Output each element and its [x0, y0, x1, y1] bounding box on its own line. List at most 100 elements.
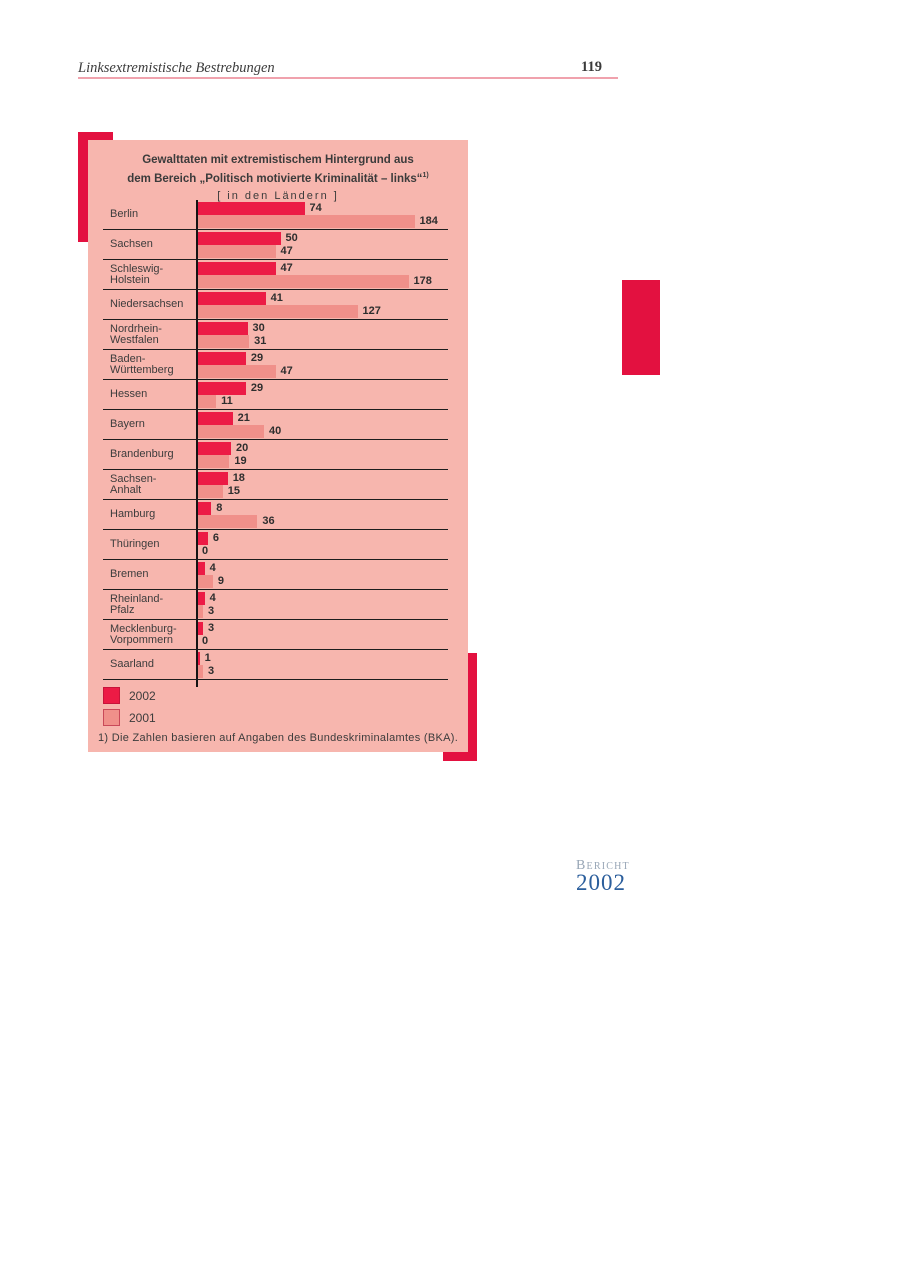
- chart-row: Saarland 1 3: [88, 650, 468, 680]
- bar-2001: [198, 215, 415, 228]
- bar-2001: [198, 335, 250, 348]
- bar-2002: [198, 532, 208, 545]
- row-separator: [103, 498, 448, 500]
- category-label: Sachsen- Anhalt: [110, 472, 157, 496]
- category-label: Hamburg: [110, 508, 156, 521]
- bar-value-2001: 184: [419, 215, 438, 227]
- bar-2001: [198, 605, 203, 618]
- bar-value-2001: 15: [227, 485, 240, 497]
- category-label: Thüringen: [110, 538, 160, 551]
- legend-swatch-2002: [103, 687, 120, 704]
- bar-value-2001: 0: [202, 635, 209, 647]
- chart-row: Nordrhein- Westfalen 30 31: [88, 320, 468, 350]
- bar-value-2002: 6: [212, 532, 220, 544]
- decor-red-sidebar: [622, 280, 660, 375]
- chart-row: Sachsen- Anhalt 18 15: [88, 470, 468, 500]
- chart-row: Sachsen 50 47: [88, 230, 468, 260]
- chart-row: Baden- Württemberg 29 47: [88, 350, 468, 380]
- bar-2002: [198, 202, 305, 215]
- category-label: Brandenburg: [110, 448, 174, 461]
- bar-2002: [198, 622, 203, 635]
- bar-value-2002: 29: [250, 382, 264, 394]
- chart-row: Rheinland- Pfalz 4 3: [88, 590, 468, 620]
- legend-swatch-2001: [103, 709, 120, 726]
- category-label: Bayern: [110, 418, 145, 431]
- chart-row: Hamburg 8 36: [88, 500, 468, 530]
- bar-value-2001: 0: [202, 545, 209, 557]
- bar-2001: [198, 665, 203, 678]
- bar-value-2001: 3: [207, 665, 215, 677]
- chart-footnote: 1) Die Zahlen basieren auf Angaben des B…: [98, 732, 459, 744]
- chart-rows: Berlin 74 184 Sachsen 50 47 Schleswig- Holstei…: [88, 200, 468, 680]
- bar-value-2002: 21: [237, 412, 250, 424]
- bar-value-2002: 30: [252, 322, 265, 334]
- bar-value-2001: 36: [262, 515, 275, 527]
- bar-2001: [198, 305, 358, 318]
- bar-2001: [198, 245, 276, 258]
- chart-title-line1: Gewalttaten mit extremistischem Hintergr…: [142, 154, 414, 166]
- bar-2002: [198, 232, 281, 245]
- category-label: Berlin: [110, 208, 139, 221]
- row-separator: [103, 288, 448, 290]
- bar-2001: [198, 395, 217, 408]
- bar-value-2002: 50: [285, 232, 298, 244]
- row-separator: [103, 588, 448, 590]
- legend-label-2002: 2002: [129, 689, 156, 703]
- section-title: Linksextremistische Bestrebungen: [78, 60, 275, 76]
- row-separator: [103, 618, 448, 620]
- chart-row: Niedersachsen 41 127: [88, 290, 468, 320]
- bar-value-2001: 19: [234, 455, 247, 467]
- category-label: Bremen: [110, 568, 149, 581]
- bar-value-2002: 3: [207, 622, 215, 634]
- row-separator: [103, 378, 448, 380]
- chart-row: Berlin 74 184: [88, 200, 468, 230]
- category-label: Rheinland- Pfalz: [110, 592, 164, 616]
- bar-value-2002: 4: [209, 592, 216, 604]
- chart-row: Bayern 21 40: [88, 410, 468, 440]
- chart-row: Schleswig- Holstein 47 178: [88, 260, 468, 290]
- bericht-logo: Bericht 2002: [576, 858, 630, 896]
- bar-2002: [198, 562, 205, 575]
- chart-axis-baseline: [196, 200, 198, 687]
- bar-value-2002: 4: [209, 562, 216, 574]
- bar-value-2001: 40: [269, 425, 282, 437]
- chart-panel: Gewalttaten mit extremistischem Hintergr…: [88, 140, 468, 752]
- row-separator: [103, 438, 448, 440]
- bar-2002: [198, 442, 231, 455]
- row-separator: [103, 528, 448, 530]
- bericht-year: 2002: [576, 870, 626, 895]
- row-separator: [103, 348, 448, 350]
- bar-value-2001: 11: [221, 395, 233, 407]
- bar-2001: [198, 425, 264, 438]
- bar-value-2001: 3: [207, 605, 215, 617]
- bar-2002: [198, 322, 248, 335]
- bar-value-2002: 18: [232, 472, 245, 484]
- category-label: Niedersachsen: [110, 298, 184, 311]
- bar-value-2002: 74: [309, 202, 322, 214]
- bar-value-2002: 41: [270, 292, 283, 304]
- bar-2002: [198, 412, 233, 425]
- row-separator: [103, 648, 448, 650]
- header-rule: [78, 77, 618, 79]
- chart-row: Bremen 4 9: [88, 560, 468, 590]
- bar-value-2002: 47: [280, 262, 293, 274]
- bar-2001: [198, 515, 258, 528]
- category-label: Schleswig- Holstein: [110, 262, 164, 286]
- chart-title: Gewalttaten mit extremistischem Hintergr…: [88, 153, 468, 204]
- row-separator: [103, 558, 448, 560]
- row-separator: [103, 408, 448, 410]
- page-number: 119: [581, 59, 602, 75]
- bar-2001: [198, 485, 223, 498]
- bar-2002: [198, 352, 246, 365]
- row-separator: [103, 228, 448, 230]
- bar-2002: [198, 472, 228, 485]
- bar-value-2001: 9: [217, 575, 224, 587]
- bar-2002: [198, 292, 266, 305]
- bar-value-2001: 47: [280, 365, 293, 377]
- bar-2001: [198, 365, 276, 378]
- bar-2001: [198, 275, 409, 288]
- bar-value-2001: 127: [362, 305, 381, 317]
- bar-2001: [198, 575, 213, 588]
- bar-value-2001: 31: [254, 335, 267, 347]
